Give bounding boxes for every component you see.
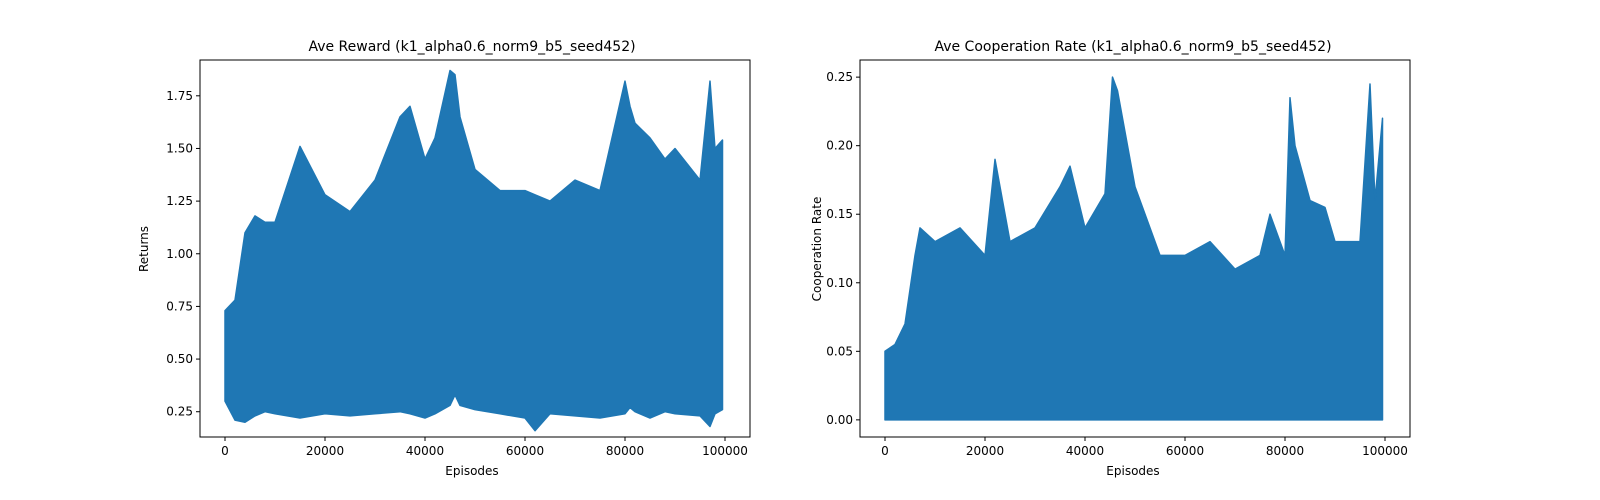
data-series-line [884, 76, 1384, 421]
y-tick-label: 0.50 [166, 352, 193, 366]
x-tick-label: 0 [881, 444, 889, 458]
plot-frame [199, 59, 751, 438]
x-tick-label: 20000 [966, 444, 1004, 458]
y-tick-label: 0.25 [166, 405, 193, 419]
x-tick-label: 20000 [306, 444, 344, 458]
reward-chart: Ave Reward (k1_alpha0.6_norm9_b5_seed452… [137, 39, 751, 478]
cooperation-chart: Ave Cooperation Rate (k1_alpha0.6_norm9_… [810, 39, 1411, 478]
y-tick-label: 0.75 [166, 299, 193, 313]
y-tick-label: 0.25 [826, 70, 853, 84]
x-tick-label: 100000 [1362, 444, 1408, 458]
y-axis-label: Returns [137, 226, 151, 272]
x-axis-label: Episodes [1106, 464, 1159, 478]
y-tick-label: 1.25 [166, 194, 193, 208]
x-axis-label: Episodes [445, 464, 498, 478]
y-tick-label: 0.15 [826, 207, 853, 221]
y-tick-label: 0.20 [826, 139, 853, 153]
chart-title: Ave Cooperation Rate (k1_alpha0.6_norm9_… [934, 39, 1331, 55]
y-tick-label: 1.00 [166, 247, 193, 261]
x-tick-label: 0 [221, 444, 229, 458]
x-tick-label: 60000 [1166, 444, 1204, 458]
x-tick-label: 80000 [606, 444, 644, 458]
x-tick-label: 40000 [1066, 444, 1104, 458]
x-tick-label: 80000 [1266, 444, 1304, 458]
data-series-line [224, 69, 724, 432]
plot-frame [859, 59, 1411, 438]
y-axis-label: Cooperation Rate [810, 197, 824, 302]
x-tick-label: 100000 [702, 444, 748, 458]
y-tick-label: 0.10 [826, 276, 853, 290]
x-tick-label: 40000 [406, 444, 444, 458]
y-tick-label: 1.75 [166, 89, 193, 103]
y-tick-label: 0.00 [826, 413, 853, 427]
y-tick-label: 0.05 [826, 344, 853, 358]
x-tick-label: 60000 [506, 444, 544, 458]
chart-title: Ave Reward (k1_alpha0.6_norm9_b5_seed452… [308, 39, 635, 55]
y-tick-label: 1.50 [166, 141, 193, 155]
